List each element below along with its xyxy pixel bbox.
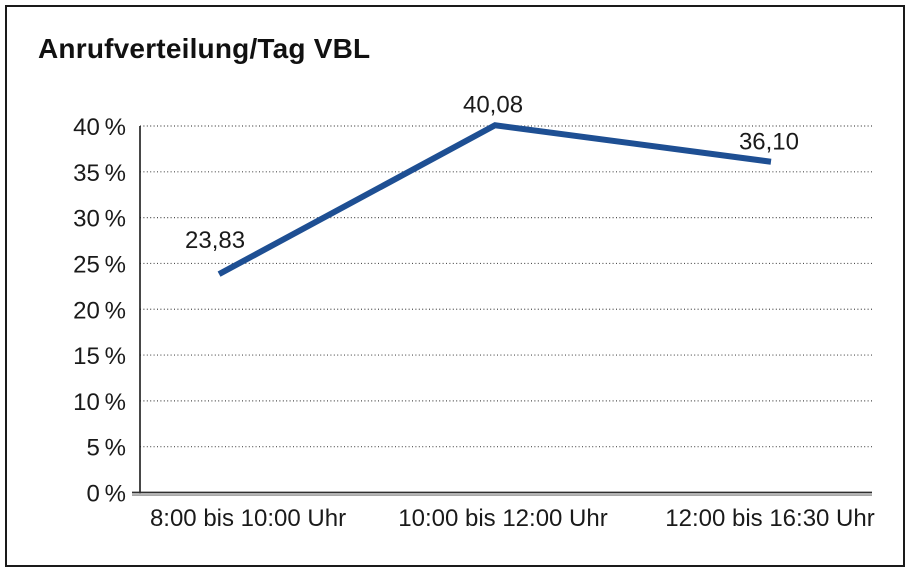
y-axis-tick-label: 30 % [73,206,126,233]
x-axis-category-label: 8:00 bis 10:00 Uhr [150,505,346,532]
y-axis-tick-label: 0 % [87,481,127,508]
y-axis-tick-label: 10 % [73,389,126,416]
data-point-label: 40,08 [463,91,523,118]
y-axis-tick-label: 40 % [73,114,126,141]
y-axis-tick-label: 5 % [87,435,127,462]
data-point-label: 23,83 [185,227,245,254]
data-point-label: 36,10 [739,129,799,156]
chart-title: Anrufverteilung/Tag VBL [38,33,371,64]
y-axis-tick-label: 20 % [73,297,126,324]
y-axis-tick-label: 15 % [73,343,126,370]
data-series-line [217,122,772,277]
x-axis-category-label: 10:00 bis 12:00 Uhr [398,505,607,532]
x-axis-category-label: 12:00 bis 16:30 Uhr [665,505,874,532]
y-axis-tick-label: 35 % [73,160,126,187]
chart-border-frame [5,5,905,567]
y-axis-tick-label: 25 % [73,251,126,278]
